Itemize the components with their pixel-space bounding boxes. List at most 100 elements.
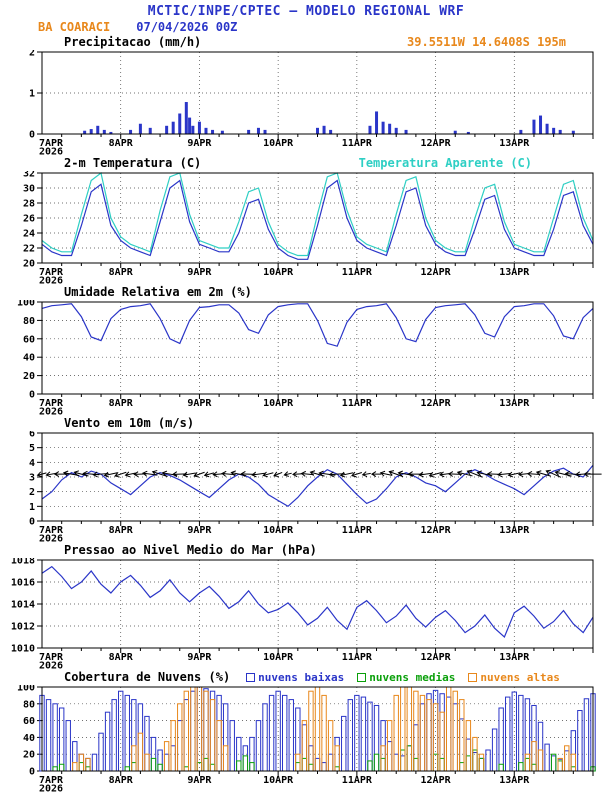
- svg-text:100: 100: [17, 685, 35, 694]
- svg-text:40: 40: [23, 353, 35, 364]
- svg-text:9APR: 9APR: [187, 775, 212, 786]
- svg-text:11APR: 11APR: [342, 525, 373, 536]
- svg-text:7APR: 7APR: [39, 775, 64, 786]
- svg-text:11APR: 11APR: [342, 652, 373, 663]
- svg-text:2026: 2026: [39, 276, 63, 285]
- svg-text:12APR: 12APR: [421, 525, 452, 536]
- svg-text:1: 1: [29, 89, 35, 100]
- svg-text:100: 100: [17, 300, 35, 309]
- svg-text:9APR: 9APR: [187, 398, 212, 409]
- svg-text:10APR: 10APR: [263, 525, 294, 536]
- svg-text:0: 0: [29, 517, 35, 528]
- svg-text:0: 0: [29, 130, 35, 141]
- svg-text:7APR: 7APR: [39, 398, 64, 409]
- panel-temperature: 2-m Temperatura (C) Temperatura Aparente…: [0, 155, 612, 284]
- svg-text:10APR: 10APR: [263, 775, 294, 786]
- svg-text:13APR: 13APR: [499, 525, 530, 536]
- panel-precipitation: Precipitacao (mm/h) 39.5511W 14.6408S 19…: [0, 34, 612, 155]
- svg-text:10APR: 10APR: [263, 398, 294, 409]
- temperature-title: 2-m Temperatura (C): [64, 156, 202, 170]
- svg-text:12APR: 12APR: [421, 267, 452, 278]
- svg-text:2026: 2026: [39, 784, 63, 792]
- pressure-title: Pressao ao Nivel Medio do Mar (hPa): [64, 543, 317, 557]
- svg-text:10APR: 10APR: [263, 138, 294, 149]
- svg-text:10APR: 10APR: [263, 652, 294, 663]
- svg-text:4: 4: [29, 458, 35, 469]
- svg-text:1018: 1018: [11, 558, 35, 567]
- svg-text:20: 20: [23, 750, 35, 761]
- svg-text:60: 60: [23, 334, 35, 345]
- station-label: BA COARACI: [38, 20, 111, 34]
- svg-text:1014: 1014: [11, 600, 35, 611]
- svg-text:8APR: 8APR: [109, 267, 134, 278]
- svg-text:8APR: 8APR: [109, 525, 134, 536]
- svg-text:5: 5: [29, 443, 35, 454]
- svg-text:32: 32: [23, 171, 35, 180]
- svg-text:2026: 2026: [39, 147, 63, 156]
- svg-text:6: 6: [29, 431, 35, 440]
- svg-text:8APR: 8APR: [109, 138, 134, 149]
- svg-text:13APR: 13APR: [499, 138, 530, 149]
- nuvens-medias-swatch-icon: [357, 672, 367, 682]
- legend-label-nuvens-medias: nuvens medias: [369, 670, 456, 684]
- nuvens-altas-swatch-icon: [468, 672, 478, 682]
- svg-text:13APR: 13APR: [499, 267, 530, 278]
- svg-text:9APR: 9APR: [187, 138, 212, 149]
- wind-chart: 7APR 8APR 9APR 10APR 11APR 12APR 13APR 2026 0 1 2 3…: [29, 431, 602, 543]
- svg-text:12APR: 12APR: [421, 138, 452, 149]
- svg-text:11APR: 11APR: [342, 398, 373, 409]
- svg-text:2026: 2026: [39, 534, 63, 543]
- svg-text:7APR: 7APR: [39, 525, 64, 536]
- svg-text:1010: 1010: [11, 644, 35, 655]
- svg-text:1012: 1012: [11, 622, 35, 633]
- svg-text:2026: 2026: [39, 661, 63, 670]
- svg-text:26: 26: [23, 214, 35, 225]
- nuvens-baixas-swatch-icon: [246, 672, 256, 682]
- svg-text:8APR: 8APR: [109, 652, 134, 663]
- panel-pressure: Pressao ao Nivel Medio do Mar (hPa) 7APR…: [0, 542, 612, 669]
- location-label: 39.5511W 14.6408S 195m: [407, 35, 566, 49]
- svg-text:12APR: 12APR: [421, 398, 452, 409]
- header: MCTIC/INPE/CPTEC — MODELO REGIONAL WRF B…: [0, 0, 612, 34]
- apparent-temperature-title: Temperatura Aparente (C): [358, 156, 532, 170]
- svg-text:8APR: 8APR: [109, 398, 134, 409]
- wind-title: Vento em 10m (m/s): [64, 416, 195, 430]
- panel-cloud-cover: Cobertura de Nuvens (%) nuvens baixas nu…: [0, 669, 612, 792]
- svg-text:30: 30: [23, 184, 35, 195]
- svg-text:2: 2: [29, 50, 35, 59]
- svg-text:60: 60: [23, 716, 35, 727]
- svg-text:8APR: 8APR: [109, 775, 134, 786]
- panel-wind: Vento em 10m (m/s) 7APR 8APR 9APR 10APR 11AP…: [0, 415, 612, 542]
- svg-text:12APR: 12APR: [421, 775, 452, 786]
- cloud-cover-chart: 7APR 8APR 9APR 10APR 11APR 12APR 13APR 2026 0 20 4…: [17, 685, 596, 792]
- svg-text:13APR: 13APR: [499, 398, 530, 409]
- legend-item-nuvens-medias: nuvens medias: [357, 671, 455, 684]
- run-datetime-label: 07/04/2026 00Z: [136, 20, 238, 34]
- svg-text:9APR: 9APR: [187, 267, 212, 278]
- svg-text:1: 1: [29, 502, 35, 513]
- svg-text:13APR: 13APR: [499, 652, 530, 663]
- cloud-legend: nuvens baixas nuvens medias nuvens altas: [246, 671, 560, 684]
- svg-text:40: 40: [23, 733, 35, 744]
- svg-text:7APR: 7APR: [39, 138, 64, 149]
- model-title: MCTIC/INPE/CPTEC — MODELO REGIONAL WRF: [147, 4, 465, 19]
- svg-text:7APR: 7APR: [39, 652, 64, 663]
- svg-text:2026: 2026: [39, 407, 63, 416]
- temperature-chart: 7APR 8APR 9APR 10APR 11APR 12APR 13APR 2026 20 22…: [23, 171, 594, 285]
- svg-text:80: 80: [23, 699, 35, 710]
- svg-text:0: 0: [29, 767, 35, 778]
- svg-text:24: 24: [23, 229, 35, 240]
- svg-text:20: 20: [23, 259, 35, 270]
- svg-text:11APR: 11APR: [342, 138, 373, 149]
- svg-text:10APR: 10APR: [263, 267, 294, 278]
- legend-label-nuvens-baixas: nuvens baixas: [258, 670, 345, 684]
- svg-text:9APR: 9APR: [187, 525, 212, 536]
- svg-text:11APR: 11APR: [342, 267, 373, 278]
- svg-text:28: 28: [23, 199, 35, 210]
- svg-text:3: 3: [29, 473, 35, 484]
- humidity-chart: 7APR 8APR 9APR 10APR 11APR 12APR 13APR 2026 0 20 4…: [17, 300, 594, 416]
- legend-item-nuvens-baixas: nuvens baixas: [246, 671, 344, 684]
- svg-text:7APR: 7APR: [39, 267, 64, 278]
- humidity-title: Umidade Relativa em 2m (%): [64, 285, 252, 299]
- precipitation-chart: 7APR 8APR 9APR 10APR 11APR 12APR 13APR 2026 0 1 2: [29, 50, 594, 156]
